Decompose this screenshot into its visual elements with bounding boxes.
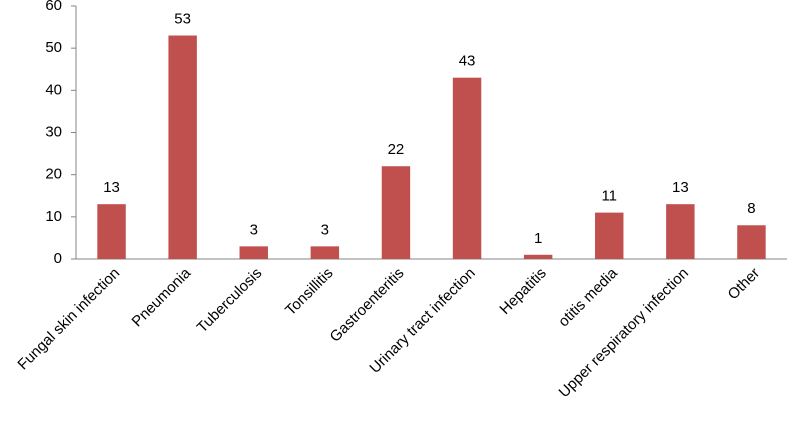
x-tick-label: Gastroenteritis [327, 265, 408, 346]
bar [666, 204, 695, 259]
y-tick-label: 60 [45, 0, 62, 14]
bar [310, 246, 340, 259]
x-tick-label: otitis media [555, 264, 621, 330]
data-label: 13 [103, 179, 120, 196]
x-tick-label: Upper respiratory infection [556, 265, 692, 401]
bar [523, 254, 553, 259]
bar [168, 35, 197, 260]
data-label: 3 [250, 221, 258, 238]
bar [97, 204, 126, 259]
x-tick-label: Pneumonia [129, 264, 195, 330]
y-tick-label: 50 [45, 39, 62, 56]
data-label: 13 [672, 179, 689, 196]
bar [381, 166, 411, 259]
data-label: 22 [388, 141, 405, 158]
x-tick-label: Fungal skin infection [14, 265, 123, 374]
y-tick-label: 10 [45, 208, 62, 225]
y-tick-label: 0 [54, 250, 62, 267]
data-label: 8 [747, 200, 755, 217]
bar [452, 77, 482, 259]
data-label: 53 [174, 10, 191, 27]
bar [239, 246, 268, 259]
data-label: 11 [601, 188, 617, 205]
x-tick-label: Hepatitis [496, 265, 549, 318]
data-label: 1 [534, 230, 542, 247]
y-tick-label: 20 [45, 166, 62, 183]
bar [595, 212, 624, 259]
y-tick-label: 30 [45, 123, 62, 140]
y-tick-label: 40 [45, 81, 62, 98]
bar [737, 225, 766, 259]
data-label: 43 [459, 53, 476, 70]
x-tick-label: Other [725, 265, 764, 304]
x-tick-label: Tuberculosis [194, 265, 266, 337]
x-tick-label: Tonsillitis [282, 265, 336, 319]
data-label: 3 [321, 221, 329, 238]
